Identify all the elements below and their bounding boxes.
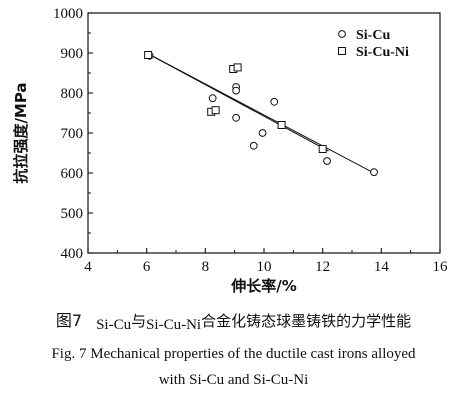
x-tick-label: 14 [374, 259, 390, 275]
legend-label: Si-Cu [356, 28, 390, 43]
caption-alloy-a: Si-Cu [96, 317, 132, 333]
y-tick-label: 500 [61, 206, 84, 222]
legend-square-marker [338, 47, 346, 55]
y-axis-label: 抗拉强度/MPa [12, 82, 30, 183]
y-tick-label: 600 [61, 166, 84, 182]
y-tick-label: 700 [61, 126, 84, 142]
caption-fig-number: 图7 [55, 311, 83, 330]
x-tick-label: 10 [257, 259, 272, 275]
circle-point [258, 129, 267, 137]
circle-point [370, 168, 378, 177]
caption-english-line2: with Si-Cu and Si-Cu-Ni [158, 372, 309, 388]
caption-english-line1: Fig. 7 Mechanical properties of the duct… [51, 346, 416, 362]
x-tick-label: 4 [84, 259, 92, 275]
circle-point [232, 113, 241, 122]
circle-point [208, 94, 217, 103]
trend-line [146, 52, 329, 152]
y-tick-label: 800 [61, 86, 84, 102]
square-point [233, 63, 242, 72]
y-tick-label: 1000 [53, 6, 83, 22]
circle-point [232, 86, 241, 95]
caption-with: 与 [131, 312, 147, 330]
square-point [211, 106, 220, 115]
circle-point [249, 141, 258, 150]
trend-lines [146, 52, 376, 175]
y-tick-label: 400 [61, 246, 84, 262]
axes: 4 6 8 10 12 14 16 400 500 600 700 800 900 1000 [53, 6, 448, 275]
legend-label: Si-Cu-Ni [356, 45, 409, 60]
circle-point [323, 157, 331, 165]
x-tick-label: 12 [315, 259, 330, 275]
x-tick-label: 8 [202, 259, 210, 275]
square-point [277, 121, 286, 129]
circle-point [270, 97, 279, 106]
x-tick-label: 16 [433, 259, 449, 275]
y-tick-label: 900 [61, 46, 84, 62]
x-tick-label: 6 [143, 259, 151, 275]
data-points [144, 51, 378, 177]
square-point [144, 51, 153, 59]
legend-circle-marker [338, 30, 346, 38]
x-axis-label: 伸长率/% [230, 277, 297, 295]
caption-chinese: 图7 Si-Cu与Si-Cu-Ni合金化铸态球墨铸铁的力学性能 [0, 307, 467, 333]
legend: Si-Cu Si-Cu-Ni [338, 28, 409, 60]
caption-rest: 合金化铸态球墨铸铁的力学性能 [201, 312, 412, 330]
caption-alloy-b: Si-Cu-Ni [146, 317, 202, 333]
square-point [318, 145, 327, 153]
